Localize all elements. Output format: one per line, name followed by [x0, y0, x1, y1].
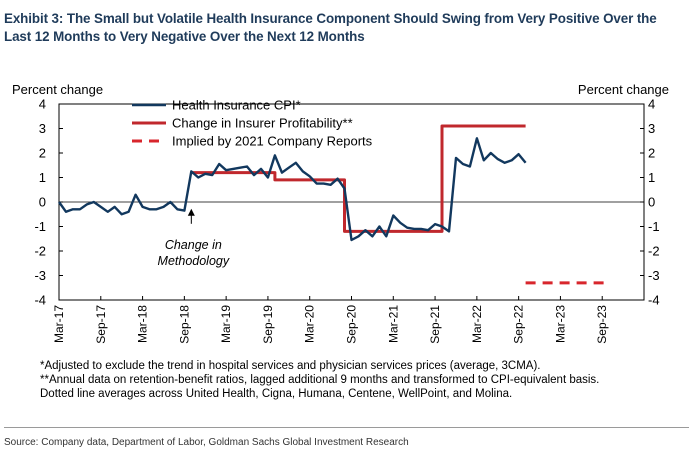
x-axis-tick-label: Sep-19: [261, 305, 275, 344]
footnote-3: Dotted line averages across United Healt…: [40, 388, 513, 400]
right-axis-tick-label: 3: [648, 121, 655, 136]
legend-label: Health Insurance CPI*: [172, 98, 301, 113]
left-axis-title: Percent change: [12, 82, 103, 97]
series-line-2: [191, 124, 526, 233]
right-axis-tick-label: -4: [648, 293, 660, 308]
x-axis-tick-label: Mar-19: [219, 305, 233, 343]
left-axis-tick-label: -1: [34, 219, 46, 234]
right-axis: 4 3 2 1 0 -1 -2 -3 -4: [640, 97, 660, 308]
annotation-arrow-head: [187, 208, 195, 216]
left-axis-tick-label: 4: [39, 97, 46, 112]
footnote-2: **Annual data on retention-benefit ratio…: [40, 374, 600, 386]
left-axis-tick-label: -4: [34, 293, 46, 308]
left-axis-tick-label: 1: [39, 170, 46, 185]
left-axis-tick-label: 0: [39, 195, 46, 210]
x-axis-tick-label: Mar-17: [52, 305, 66, 343]
right-axis-tick-label: -3: [648, 268, 660, 283]
x-axis-tick-label: Sep-20: [345, 305, 359, 344]
legend-label: Change in Insurer Profitability**: [172, 116, 353, 131]
x-axis-tick-label: Mar-23: [553, 305, 567, 343]
footnotes: *Adjusted to exclude the trend in hospit…: [40, 359, 599, 401]
right-axis-tick-label: -2: [648, 244, 660, 259]
right-axis-tick-label: -1: [648, 219, 660, 234]
left-axis-tick-label: 3: [39, 121, 46, 136]
source-note: Source: Company data, Department of Labo…: [4, 437, 409, 448]
x-axis-tick-label: Sep-22: [512, 305, 526, 344]
x-axis-tick-label: Sep-21: [428, 305, 442, 344]
x-axis-tick-label: Sep-17: [94, 305, 108, 344]
series-line-1: [58, 137, 527, 242]
x-axis-tick-label: Mar-20: [303, 305, 317, 343]
source-divider: [4, 427, 689, 428]
x-axis-tick-label: Mar-22: [470, 305, 484, 343]
x-axis-tick-label: Mar-18: [136, 305, 150, 343]
right-axis-tick-label: 0: [648, 195, 655, 210]
right-axis-tick-label: 1: [648, 170, 655, 185]
x-axis: Mar-17 Sep-17 Mar-18 Sep-18 Mar-19 Sep-19 Mar-…: [52, 296, 609, 344]
right-axis-tick-label: 2: [648, 146, 655, 161]
left-axis-tick-label: -2: [34, 244, 46, 259]
footnote-1: *Adjusted to exclude the trend in hospit…: [40, 360, 541, 372]
right-axis-tick-label: 4: [648, 97, 655, 112]
legend: Health Insurance CPI* Change in Insurer P…: [132, 98, 373, 149]
series-layer: [58, 124, 610, 285]
x-axis-tick-label: Mar-21: [386, 305, 400, 343]
x-axis-tick-label: Sep-23: [595, 305, 609, 344]
annotation-text: Change in: [165, 238, 222, 252]
legend-label: Implied by 2021 Company Reports: [172, 134, 373, 149]
annotation-text: Methodology: [158, 254, 230, 268]
chart-title: Exhibit 3: The Small but Volatile Health…: [4, 11, 657, 44]
annotation: Change in Methodology: [158, 208, 230, 268]
left-axis-tick-label: -3: [34, 268, 46, 283]
left-axis-tick-label: 2: [39, 146, 46, 161]
right-axis-title: Percent change: [578, 82, 669, 97]
x-axis-tick-label: Sep-18: [177, 305, 191, 344]
line-chart: 4 3 2 1 0 -1 -2 -3 -4 4 3 2 1 0 -1 -2 -3 -4 Mar-17 Sep-17…: [12, 82, 669, 344]
